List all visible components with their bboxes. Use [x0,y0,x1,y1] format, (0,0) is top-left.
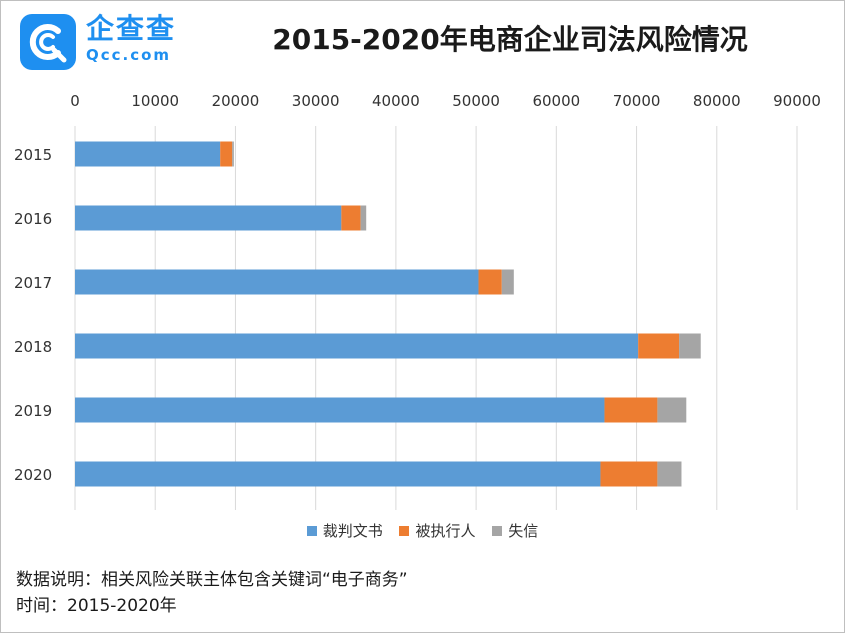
brand: 企查查 Qcc.com [86,12,176,64]
x-tick-label: 70000 [613,92,661,110]
legend-item: 裁判文书 [306,520,383,541]
bar-segment [75,205,342,231]
x-tick-label: 80000 [693,92,741,110]
x-tick-label: 20000 [212,92,260,110]
y-category-label: 2016 [14,210,52,228]
bar-segment [501,269,514,295]
x-tick-label: 0 [70,92,80,110]
legend-label: 裁判文书 [322,522,383,540]
y-category-label: 2019 [14,402,52,420]
bar-segment [75,141,221,167]
bar-segment [478,269,502,295]
bar-segment [679,333,701,359]
legend-item: 被执行人 [399,520,476,541]
bar-segment [657,461,682,487]
chart-title: 2015-2020年电商企业司法风险情况 [272,23,748,56]
bar-segment [75,269,479,295]
y-category-label: 2015 [14,146,52,164]
legend-swatch-icon [306,525,317,536]
brand-url: Qcc.com [86,46,172,64]
brand-name: 企查查 [86,12,177,45]
legend-swatch-icon [492,525,503,536]
x-tick-label: 60000 [532,92,580,110]
legend-swatch-icon [399,525,410,536]
qcc-logo-icon [20,14,76,70]
time-note: 时间：2015-2020年 [16,596,177,616]
x-tick-label: 30000 [292,92,340,110]
y-category-label: 2017 [14,274,52,292]
bar-segment [220,141,233,167]
legend-label: 失信 [508,522,539,540]
x-tick-label: 10000 [131,92,179,110]
bar-segment [232,141,234,167]
y-category-label: 2018 [14,338,52,356]
x-tick-label: 40000 [372,92,420,110]
bar-chart: 0 10000 20000 30000 40000 50000 60000 70000 8000… [14,92,821,510]
bar-segment [75,461,601,487]
bar-segment [600,461,658,487]
bar-segment [657,397,687,423]
legend-label: 被执行人 [415,522,476,540]
legend: 裁判文书 被执行人 失信 [0,520,845,541]
bar-segment [75,333,639,359]
bar-segment [638,333,680,359]
bar-segment [75,397,605,423]
bar-segment [604,397,658,423]
y-category-label: 2020 [14,466,52,484]
bar-segment [360,205,367,231]
x-tick-label: 50000 [452,92,500,110]
data-note: 数据说明：相关风险关联主体包含关键词“电子商务” [16,570,408,590]
legend-item: 失信 [492,520,538,541]
bar-segment [341,205,361,231]
x-tick-label: 90000 [773,92,821,110]
